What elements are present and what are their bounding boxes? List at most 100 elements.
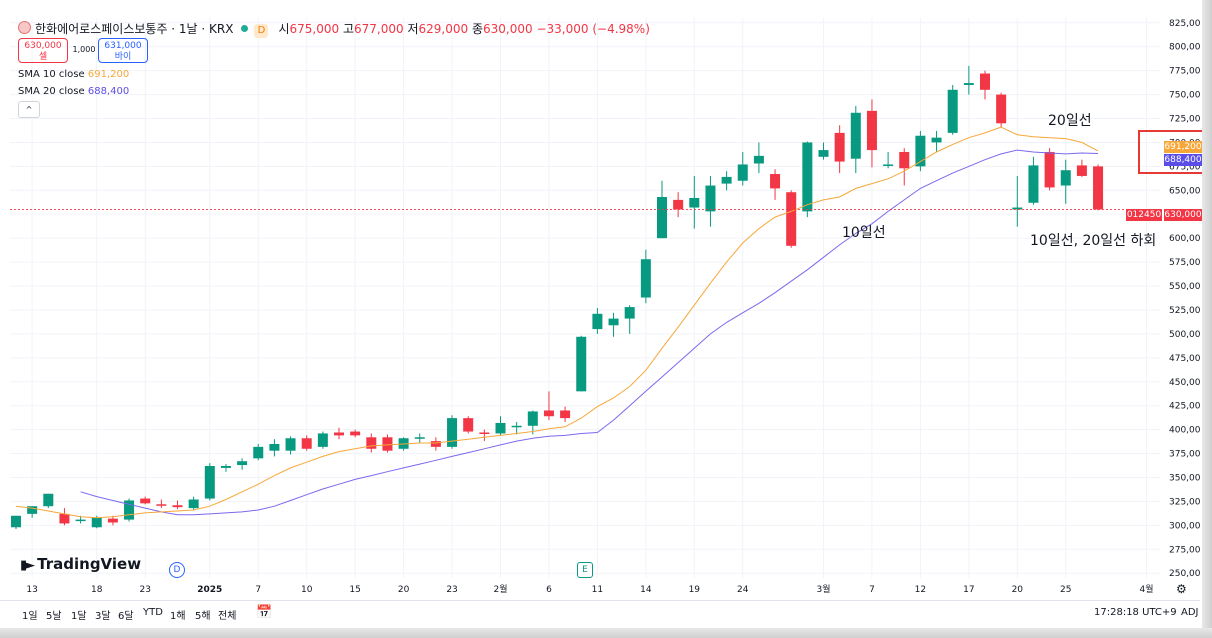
candle-body[interactable] [527,411,538,426]
candle-body[interactable] [705,185,716,212]
candle-body[interactable] [124,500,135,520]
candle-body[interactable] [560,410,571,419]
settings-gear-icon[interactable]: ⚙ [1176,582,1187,596]
candle-body[interactable] [624,307,635,319]
candle-body[interactable] [317,433,328,447]
candle-body[interactable] [237,461,248,466]
y-tick-label: 600,000 [1169,234,1200,244]
adj-toggle[interactable]: ADJ [1181,607,1199,618]
candle-body[interactable] [107,518,118,523]
x-tick-label: 7 [869,585,875,595]
candle-body[interactable] [850,112,861,159]
candle-body[interactable] [1028,165,1039,203]
candle-body[interactable] [737,164,748,181]
candle-body[interactable] [883,164,894,166]
candle-body[interactable] [1060,170,1071,186]
clock-time[interactable]: 17:28:18 UTC+9 [1094,607,1177,618]
candle-body[interactable] [463,418,474,432]
sell-price: 630,000 [24,41,62,51]
candle-body[interactable] [802,142,813,212]
symbol-title[interactable]: 한화에어로스페이스보통주 · 1날 · KRX [35,22,234,36]
candle-body[interactable] [947,89,958,133]
candle-body[interactable] [1076,165,1087,176]
candle-body[interactable] [447,418,458,447]
candle-body[interactable] [75,519,86,522]
candle-body[interactable] [866,110,877,151]
sma10-legend[interactable]: SMA 10 close 691,200 [18,69,129,80]
candle-body[interactable] [576,336,587,392]
range-all[interactable]: 전체 [218,611,237,622]
tradingview-brand: TradingView [37,555,142,573]
range-5y[interactable]: 5해 [195,611,211,622]
candle-body[interactable] [43,493,54,507]
candle-body[interactable] [59,513,70,524]
x-tick-label: 11 [592,585,603,595]
candle-body[interactable] [786,192,797,246]
candle-body[interactable] [350,431,361,436]
candle-body[interactable] [11,515,21,528]
candle-body[interactable] [931,137,942,143]
x-tick-label: 14 [640,585,652,595]
range-ytd[interactable]: YTD [143,607,163,618]
candle-body[interactable] [269,443,280,451]
candle-body[interactable] [188,499,199,509]
earnings-marker[interactable]: E [577,562,593,578]
candle-body[interactable] [204,466,215,499]
candle-body[interactable] [1093,166,1104,210]
candle-body[interactable] [91,517,102,528]
y-tick-label: 775,000 [1169,67,1200,77]
candle-body[interactable] [495,422,506,434]
goto-date-icon[interactable]: 📅 [256,605,273,620]
sell-button[interactable]: 630,000 셀 [18,38,68,63]
candle-body[interactable] [1044,152,1055,188]
range-6m[interactable]: 6달 [118,611,134,622]
x-tick-label: 13 [26,585,37,595]
candle-body[interactable] [301,438,312,449]
candle-body[interactable] [1012,207,1023,210]
x-tick-label: 15 [349,585,360,595]
range-5d[interactable]: 5날 [46,611,62,622]
candle-body[interactable] [334,432,344,436]
candle-body[interactable] [382,437,393,451]
candle-body[interactable] [27,506,38,514]
chart-canvas[interactable]: 825,000800,000775,000750,000725,000700,0… [0,0,1200,600]
candle-body[interactable] [592,313,603,330]
candle-body[interactable] [721,176,732,184]
candle-body[interactable] [220,466,231,468]
candle-body[interactable] [818,150,829,157]
candle-body[interactable] [479,432,490,434]
candle-body[interactable] [834,132,845,162]
candle-body[interactable] [543,410,554,417]
candle-body[interactable] [285,438,296,451]
candle-body[interactable] [608,318,619,326]
candle-body[interactable] [511,425,522,428]
candle-body[interactable] [430,441,441,447]
candle-body[interactable] [996,94,1007,124]
candle-body[interactable] [414,437,425,439]
candle-body[interactable] [899,152,910,169]
dividend-marker[interactable]: D [169,562,185,578]
buy-button[interactable]: 631,000 바이 [98,38,148,63]
candle-body[interactable] [640,259,651,298]
sma20-legend[interactable]: SMA 20 close 688,400 [18,86,129,97]
candle-body[interactable] [366,437,377,449]
range-3m[interactable]: 3달 [95,611,111,622]
candle-body[interactable] [673,199,684,210]
candle-body[interactable] [980,73,990,90]
candle-body[interactable] [156,504,167,506]
data-delay-badge[interactable]: D [254,24,269,38]
candle-body[interactable] [915,135,926,167]
range-1y[interactable]: 1해 [170,611,186,622]
collapse-legend-icon[interactable]: ^ [18,101,40,118]
candle-body[interactable] [657,197,667,239]
candle-body[interactable] [689,197,700,208]
tradingview-logo[interactable]: ▮► TradingView [20,555,141,573]
candle-body[interactable] [253,446,264,459]
candle-body[interactable] [140,498,151,504]
candle-body[interactable] [963,83,974,86]
candle-body[interactable] [753,155,764,164]
candle-body[interactable] [172,505,183,508]
range-1d[interactable]: 1일 [22,611,38,622]
candle-body[interactable] [770,174,781,189]
range-1m[interactable]: 1달 [71,611,87,622]
